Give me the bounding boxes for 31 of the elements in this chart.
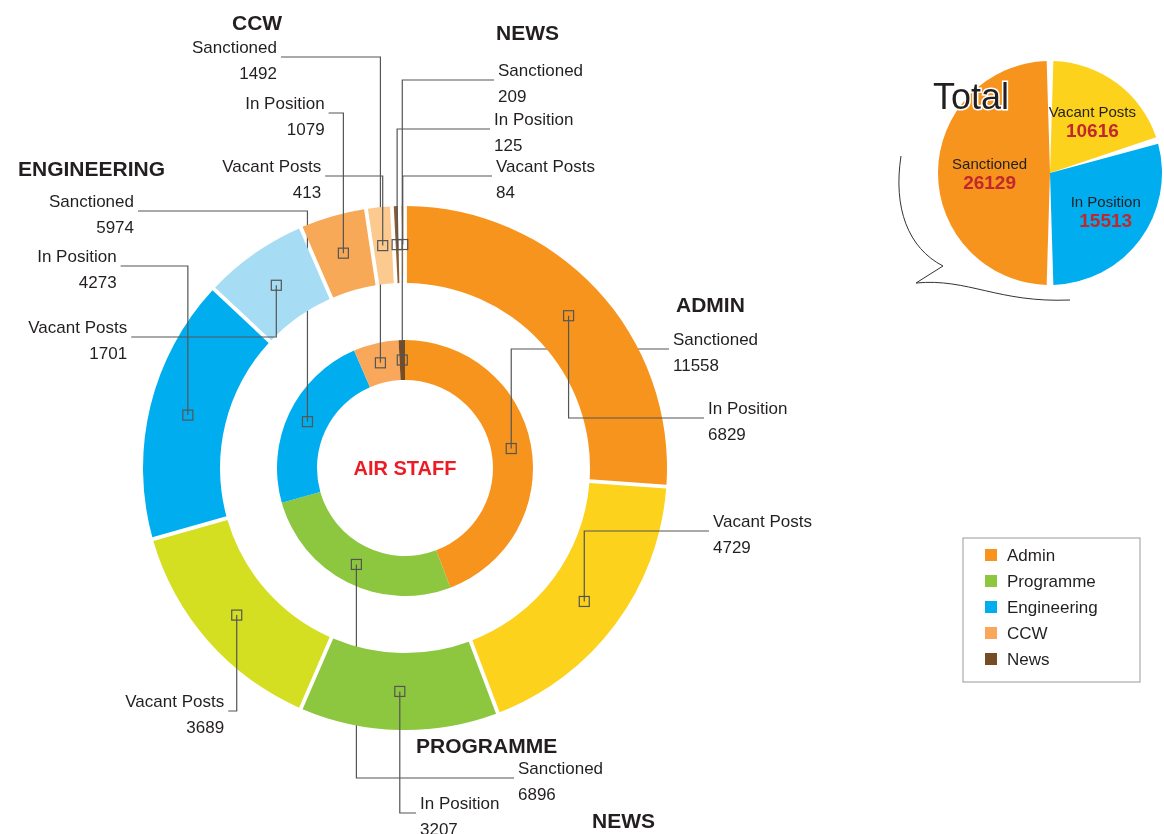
text: PROGRAMME [416, 734, 558, 757]
legend-label: Programme [1007, 572, 1096, 591]
data-label: Vacant Posts 3689 [125, 692, 225, 737]
legend-label: CCW [1007, 624, 1048, 643]
slice-label: In Position [1070, 193, 1141, 211]
data-label: Sanctioned 6896 [518, 759, 604, 804]
legend-label: Admin [1007, 546, 1056, 565]
text: ENGINEERING [18, 157, 166, 180]
data-label: Sanctioned 5974 [48, 192, 134, 237]
text: ADMIN [676, 293, 745, 316]
data-label: 26129 [963, 172, 1017, 193]
legend-label: Engineering [1007, 598, 1098, 617]
data-label: In Position 1079 [245, 94, 325, 139]
data-label: 15513 [1079, 210, 1133, 232]
data-label: Vacant Posts 84 [496, 157, 595, 202]
text: AIR STAFF [353, 457, 457, 479]
data-label: Sanctioned 209 [498, 61, 584, 106]
data-label: In Position 125 [494, 110, 574, 155]
slice-label: Sanctioned [952, 155, 1028, 172]
data-label: Vacant Posts 413 [222, 157, 322, 202]
data-label: 10616 [1065, 120, 1119, 142]
legend-label: News [1007, 650, 1050, 669]
data-label: In Position 4273 [37, 247, 117, 292]
data-label: Vacant Posts 4729 [713, 512, 812, 557]
text: CCW [232, 11, 283, 34]
data-label: Sanctioned 1492 [191, 38, 277, 83]
text: NEWS [496, 21, 559, 44]
data-label: In Position 6829 [708, 399, 788, 444]
data-label: Sanctioned 11558 [673, 330, 759, 375]
data-label: Vacant Posts 1701 [28, 318, 128, 363]
text: NEWS [592, 809, 655, 832]
